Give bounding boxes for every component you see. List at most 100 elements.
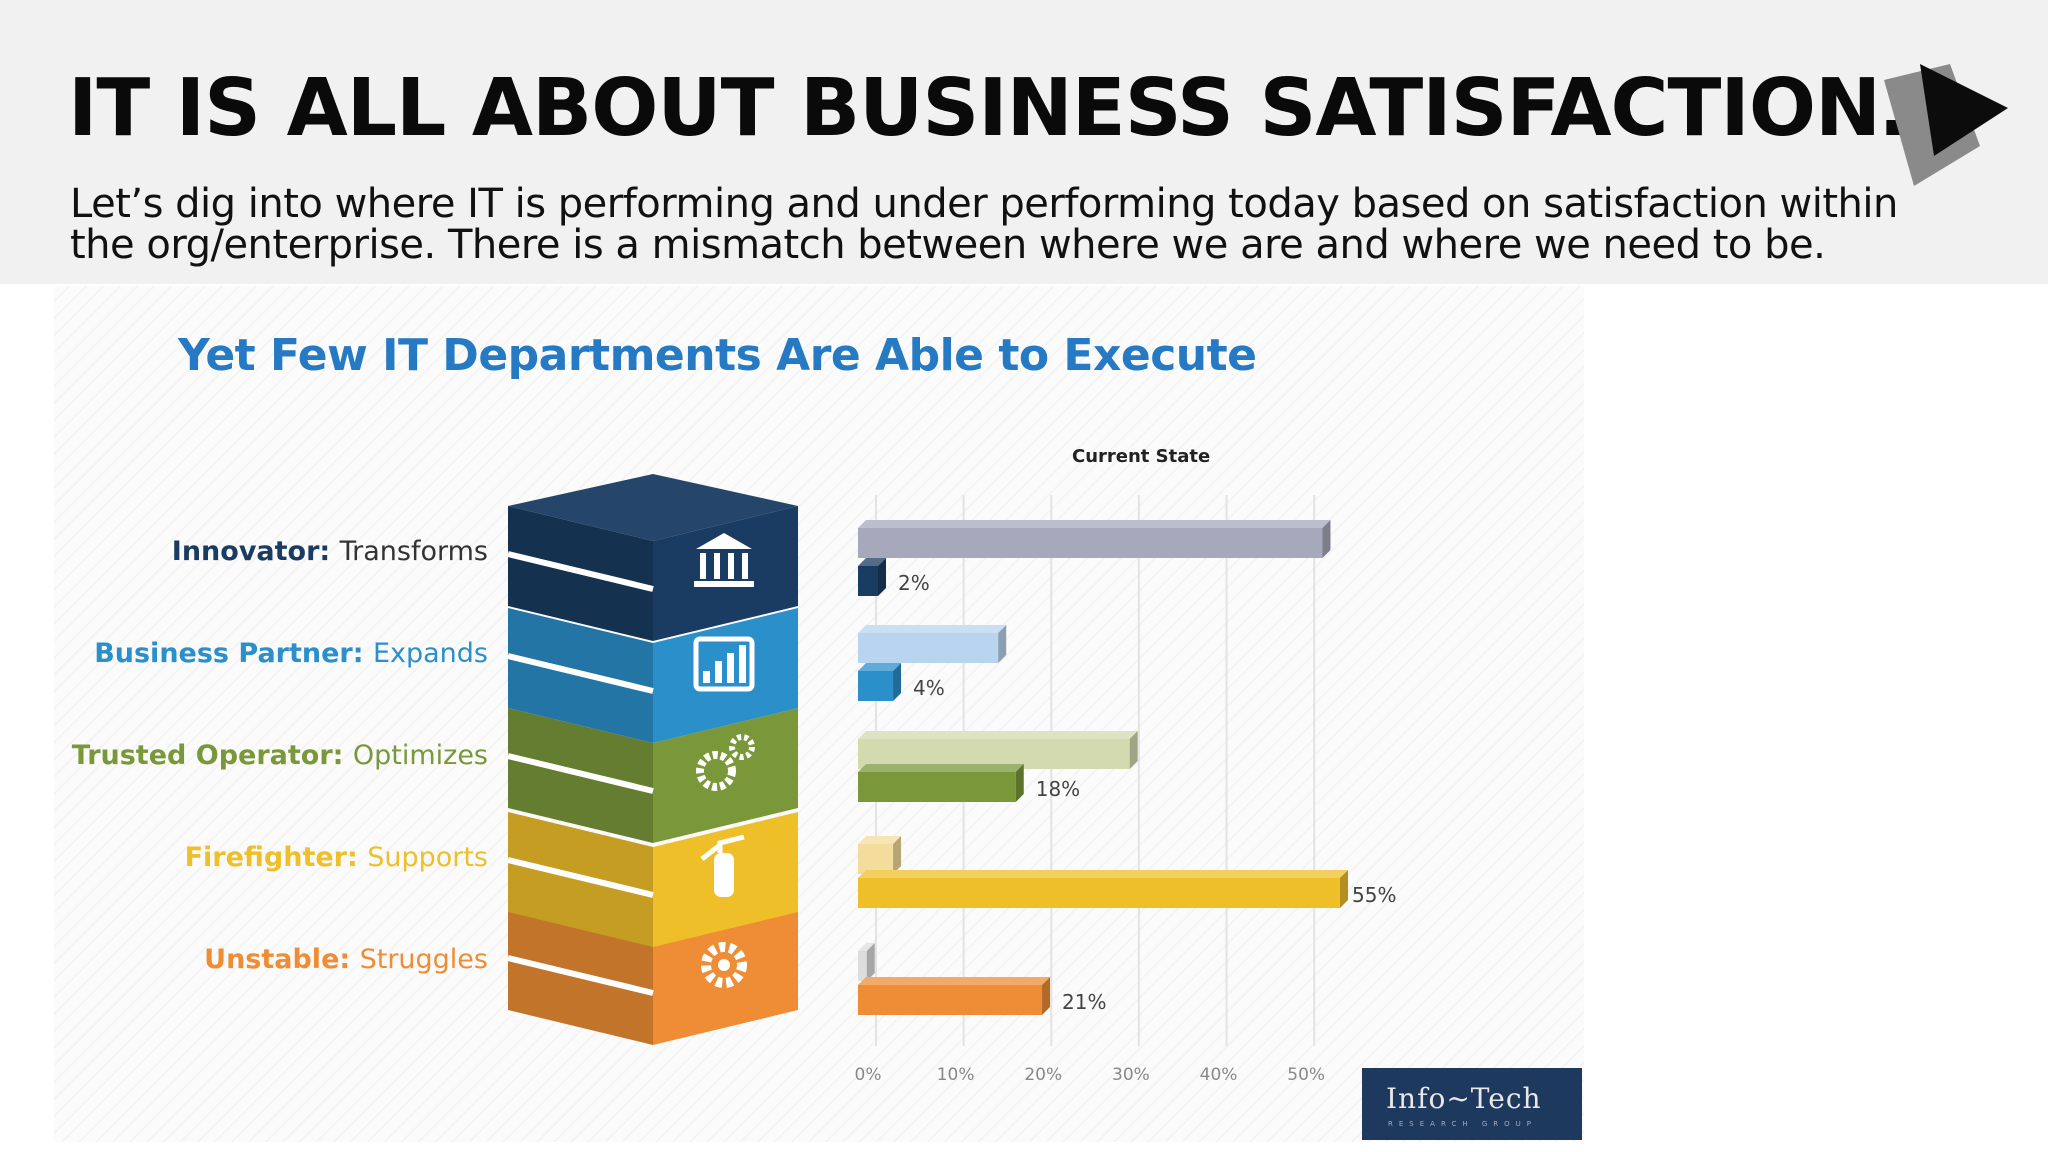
gear-icon [701, 942, 747, 988]
block-right-face [653, 910, 798, 1045]
block-stripe [507, 753, 654, 794]
bar-side [893, 663, 902, 701]
stage-label-innovator: Innovator: Transforms [171, 536, 488, 567]
extinguisher-body [714, 853, 734, 897]
block-top-face [508, 474, 798, 541]
target-bar-5 [858, 943, 875, 981]
bar-side [1340, 870, 1348, 908]
bar-top [858, 520, 1331, 528]
subtitle-line-2: the org/enterprise. There is a mismatch … [70, 222, 1826, 268]
bar-face [858, 951, 867, 981]
stage-label-business-partner: Business Partner: Expands [94, 638, 488, 669]
x-tick-label: 40% [1200, 1065, 1238, 1085]
stage-label-firefighter: Firefighter: Supports [184, 842, 488, 873]
x-tick-label: 20% [1024, 1065, 1062, 1085]
bank-icon [694, 533, 754, 587]
bar-face [858, 671, 894, 701]
stage-block-1 [507, 474, 798, 641]
bank-column [742, 553, 748, 579]
bar-top [858, 977, 1051, 985]
bar-side [998, 625, 1007, 663]
bank-column [728, 553, 734, 579]
bar-top [858, 558, 886, 566]
play-arrow-logo-icon [1884, 64, 2008, 186]
bank-roof [696, 533, 752, 549]
stage-desc: Optimizes [352, 740, 488, 771]
current-bar-5 [858, 977, 1051, 1015]
bar-side [1129, 731, 1138, 769]
stage-name: Unstable [204, 944, 340, 975]
bar-side [1042, 977, 1051, 1015]
bar-side [1322, 520, 1331, 558]
x-tick-label: 30% [1112, 1065, 1150, 1085]
data-label: 4% [913, 676, 945, 700]
stage-block-3 [507, 708, 798, 843]
stage-label-unstable: Unstable: Struggles [204, 944, 488, 975]
slide-header [0, 0, 2048, 284]
bank-column [714, 553, 720, 579]
stage-block-5 [507, 910, 798, 1045]
gear-large [696, 751, 736, 791]
block-stripe [507, 857, 654, 898]
bar-chart-icon [693, 636, 755, 692]
bar-face [858, 633, 999, 663]
bar-top [858, 943, 875, 951]
x-tick-label: 10% [937, 1065, 975, 1085]
gears-icon [696, 734, 755, 791]
bar-face [858, 844, 894, 874]
gear-small [729, 734, 755, 760]
infographic-title: Yet Few IT Departments Are Able to Execu… [178, 330, 1257, 381]
stage-block-4 [507, 812, 798, 947]
gear-ring [701, 942, 747, 988]
current-bar-1 [858, 558, 886, 596]
bar-top [858, 625, 1007, 633]
chart-frame [693, 636, 755, 692]
subtitle-line-1: Let’s dig into where IT is performing an… [70, 181, 1898, 227]
slide-title: IT IS ALL ABOUT BUSINESS SATISFACTION… [68, 62, 1959, 154]
fire-extinguisher-icon [700, 834, 745, 897]
bar-face [858, 985, 1043, 1015]
bar-top [858, 836, 902, 844]
bar-face [858, 528, 1323, 558]
stage-desc: Struggles [359, 944, 488, 975]
target-bar-3 [858, 731, 1138, 769]
chart-bar [715, 661, 722, 683]
stage-label-trusted-operator: Trusted Operator: Optimizes [71, 740, 488, 771]
infographic-panel [54, 286, 1584, 1142]
chart-bar [703, 671, 710, 683]
target-bar-2 [858, 625, 1007, 663]
stage-name: Firefighter [184, 842, 347, 873]
data-label: 2% [898, 571, 930, 595]
bar-face [858, 772, 1016, 802]
infotech-logo: Info~Tech RESEARCH GROUP [1362, 1068, 1582, 1140]
block-right-face [653, 708, 798, 843]
bar-top [858, 663, 902, 671]
bar-side [866, 943, 875, 981]
bar-face [858, 878, 1340, 908]
brand-sub: RESEARCH GROUP [1388, 1120, 1537, 1128]
data-label: 21% [1062, 990, 1106, 1014]
bank-column [700, 553, 706, 579]
x-tick-label: 0% [855, 1065, 882, 1085]
bar-side [878, 558, 886, 596]
x-tick-label: 50% [1287, 1065, 1325, 1085]
bar-side [893, 836, 902, 874]
stage-desc: Transforms [339, 536, 488, 567]
data-label: 18% [1036, 777, 1080, 801]
bar-top [858, 731, 1138, 739]
stage-name: Innovator [171, 536, 320, 567]
block-right-face [653, 506, 798, 641]
data-label: 55% [1352, 883, 1396, 907]
current-bar-2 [858, 663, 902, 701]
chart-bar [739, 645, 746, 683]
stage-name: Trusted Operator [71, 740, 333, 771]
chart-bar [727, 653, 734, 683]
stage-block-2 [507, 608, 798, 743]
block-right-face [653, 608, 798, 743]
target-bar-1 [858, 520, 1331, 558]
bar-top [858, 764, 1024, 772]
current-bar-3 [858, 764, 1024, 802]
target-bar-4 [858, 836, 902, 874]
stage-desc: Supports [367, 842, 488, 873]
